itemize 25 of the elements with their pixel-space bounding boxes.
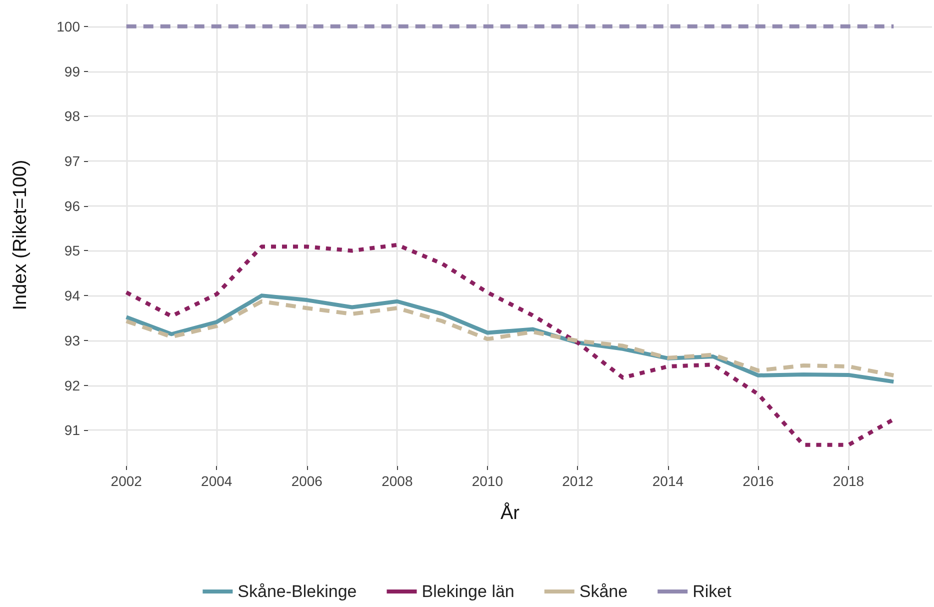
y-tick-label: 91 — [64, 422, 80, 438]
y-axis-title: Index (Riket=100) — [10, 160, 31, 310]
x-tick-label: 2004 — [201, 473, 232, 489]
x-tick-label: 2010 — [472, 473, 504, 489]
y-tick-label: 96 — [64, 198, 80, 214]
y-tick-label: 94 — [64, 288, 80, 304]
legend-label: Skåne — [579, 582, 628, 601]
y-tick-label: 97 — [64, 152, 80, 169]
y-tick-label: 95 — [64, 242, 80, 259]
y-tick-label: 93 — [64, 332, 80, 348]
y-tick-label: 99 — [64, 63, 80, 80]
legend-label: Blekinge län — [422, 582, 514, 601]
x-tick-label: 2008 — [382, 473, 413, 489]
x-tick-label: 2018 — [832, 473, 864, 489]
x-tick-label: 2006 — [291, 473, 323, 489]
y-tick-label: 100 — [56, 18, 80, 34]
legend-label: Riket — [692, 582, 732, 601]
x-axis-title: År — [500, 502, 520, 524]
y-tick-label: 98 — [64, 108, 80, 124]
y-tick-label: 92 — [64, 377, 80, 394]
legend-label: Skåne-Blekinge — [238, 582, 357, 601]
x-tick-label: 2016 — [742, 473, 774, 489]
x-tick-label: 2002 — [110, 473, 142, 489]
x-tick-label: 2012 — [562, 473, 594, 489]
x-tick-label: 2014 — [652, 473, 684, 489]
